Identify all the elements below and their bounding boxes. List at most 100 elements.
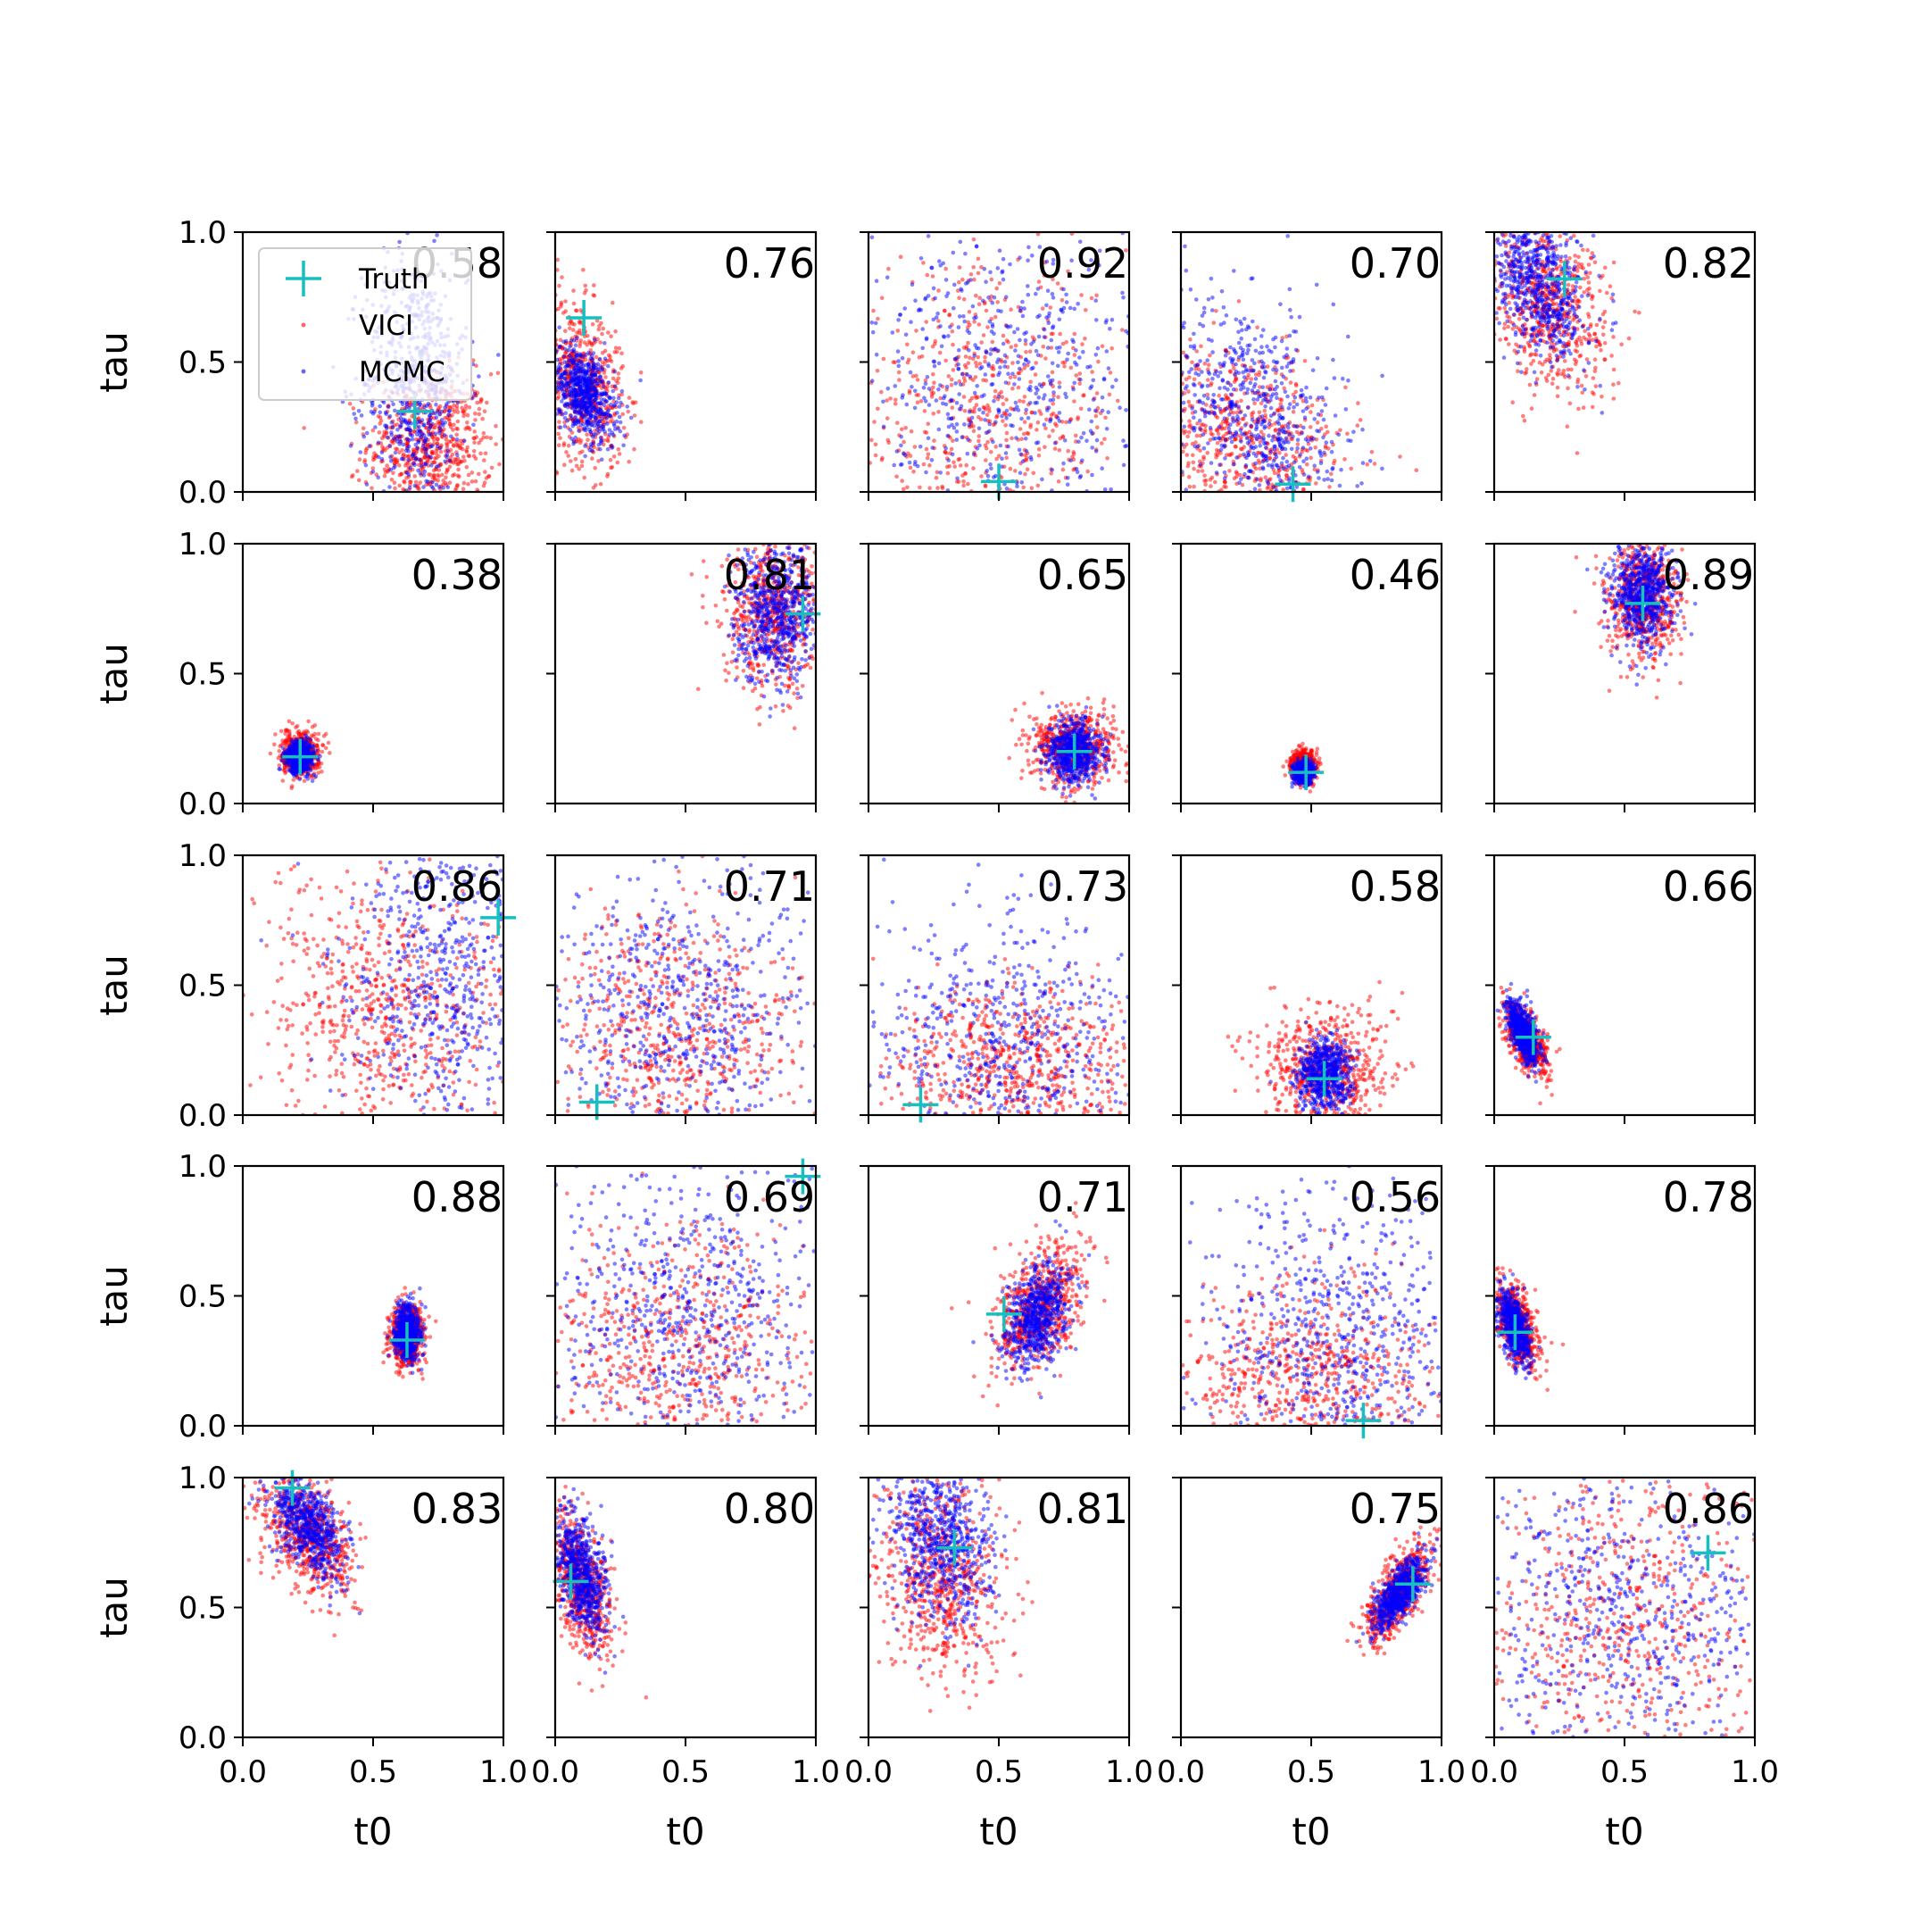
mcmc-samples-point [924,471,928,475]
mcmc-samples-point [448,409,453,413]
vici-samples-point [1274,428,1278,432]
vici-samples-point [474,456,478,461]
mcmc-samples-point [1270,438,1275,443]
vici-samples-point [400,472,404,477]
mcmc-samples-point [1300,431,1304,436]
mcmc-samples-point [1249,424,1253,429]
vici-samples-point [1258,411,1262,415]
mcmc-samples-point [946,412,951,417]
vici-samples-point [397,463,402,468]
mcmc-samples-point [570,349,575,354]
vici-samples-point [1186,389,1191,394]
vici-samples-point [1116,399,1120,404]
mcmc-samples-point [435,415,439,420]
vici-samples-point [989,450,993,454]
mcmc-samples-point [1312,417,1317,421]
vici-samples-point [1108,393,1112,397]
mcmc-samples-point [455,437,460,442]
vici-samples-point [1591,338,1595,343]
vici-samples-point [617,371,621,376]
vici-samples-point [1198,448,1202,453]
vici-samples-point [936,288,941,293]
mcmc-samples-point [1300,388,1304,393]
mcmc-samples-point [1295,446,1300,451]
vici-samples-point [948,312,952,317]
mcmc-samples-point [993,347,998,352]
mcmc-samples-point [1024,358,1028,362]
mcmc-samples-point [1277,416,1282,421]
vici-samples-point [979,474,984,479]
vici-samples-point [607,354,611,358]
vici-samples-point [941,486,945,490]
vici-samples-point [430,452,435,456]
vici-samples-point [1001,402,1006,406]
mcmc-samples-point [404,405,409,410]
mcmc-samples-point [885,276,890,280]
vici-samples-point [1051,402,1055,406]
mcmc-samples-point [1282,375,1286,379]
mcmc-samples-point [1238,383,1242,387]
vici-samples-point [611,377,616,381]
mcmc-samples-point [1100,466,1104,471]
vici-samples-point [1210,476,1215,480]
mcmc-samples-point [1368,459,1373,463]
vici-samples-point [880,296,885,301]
vici-samples-point [484,452,488,456]
mcmc-samples-point [1046,346,1051,350]
mcmc-samples-point [992,332,996,337]
vici-samples-point [1009,307,1013,312]
mcmc-samples-point [563,390,568,395]
mcmc-samples-point [988,271,993,275]
mcmc-samples-point [1068,306,1073,311]
vici-samples-point [494,442,498,446]
mcmc-samples-point [937,259,942,263]
mcmc-samples-point [566,363,570,368]
vici-samples-point [972,429,976,434]
mcmc-samples-point [1232,387,1236,392]
mcmc-samples-point [1281,456,1285,461]
vici-samples-point [900,428,904,432]
vici-samples-point [568,326,572,330]
vici-samples-point [465,425,470,429]
mcmc-samples-point [1043,335,1047,339]
mcmc-samples-point [1316,356,1320,361]
mcmc-samples-point [578,384,582,388]
mcmc-samples-point [1284,390,1288,395]
vici-samples-point [556,432,561,437]
vici-samples-point [1009,376,1013,380]
vici-samples-point [1580,384,1584,388]
mcmc-samples-point [935,315,939,320]
mcmc-samples-point [1311,437,1316,441]
vici-samples-point [557,284,561,288]
mcmc-samples-point [1194,297,1199,302]
panel-5: 0.82 [1485,230,1755,501]
mcmc-samples-point [896,359,901,363]
vici-samples-point [615,350,619,354]
vici-samples-point [1014,344,1018,348]
vici-samples-point [557,443,561,447]
mcmc-samples-point [569,355,574,360]
vici-samples-point [993,445,998,449]
vici-samples-point [1193,378,1197,382]
vici-samples-point [601,327,605,331]
mcmc-samples-point [360,413,364,418]
mcmc-samples-point [1294,329,1299,334]
vici-samples-point [459,446,463,450]
mcmc-samples-point [392,437,396,441]
mcmc-samples-point [896,349,901,354]
mcmc-samples-point [1051,296,1056,300]
vici-samples-point [1239,399,1243,404]
vici-samples-point [1559,260,1564,264]
mcmc-samples-point [418,420,422,424]
mcmc-samples-point [455,453,460,457]
vici-samples-point [620,364,625,369]
mcmc-samples-point [1210,350,1215,354]
mcmc-samples-point [1001,342,1006,346]
mcmc-samples-point [1232,269,1236,273]
vici-samples-point [439,450,444,454]
mcmc-samples-point [1184,354,1188,358]
vici-samples-point [1293,390,1298,395]
vici-samples-point [1005,338,1010,343]
vici-samples-point [1184,443,1189,447]
mcmc-samples-point [1066,352,1070,356]
